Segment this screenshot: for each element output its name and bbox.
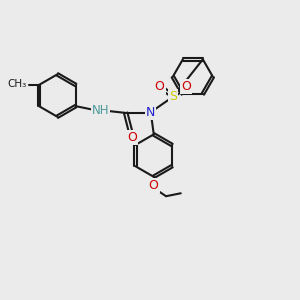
Text: O: O bbox=[154, 80, 164, 93]
Text: S: S bbox=[169, 90, 177, 103]
Text: O: O bbox=[181, 80, 191, 93]
Text: O: O bbox=[128, 130, 137, 143]
Text: NH: NH bbox=[92, 104, 110, 117]
Text: CH₃: CH₃ bbox=[7, 80, 26, 89]
Text: O: O bbox=[149, 178, 159, 191]
Text: N: N bbox=[146, 106, 155, 119]
